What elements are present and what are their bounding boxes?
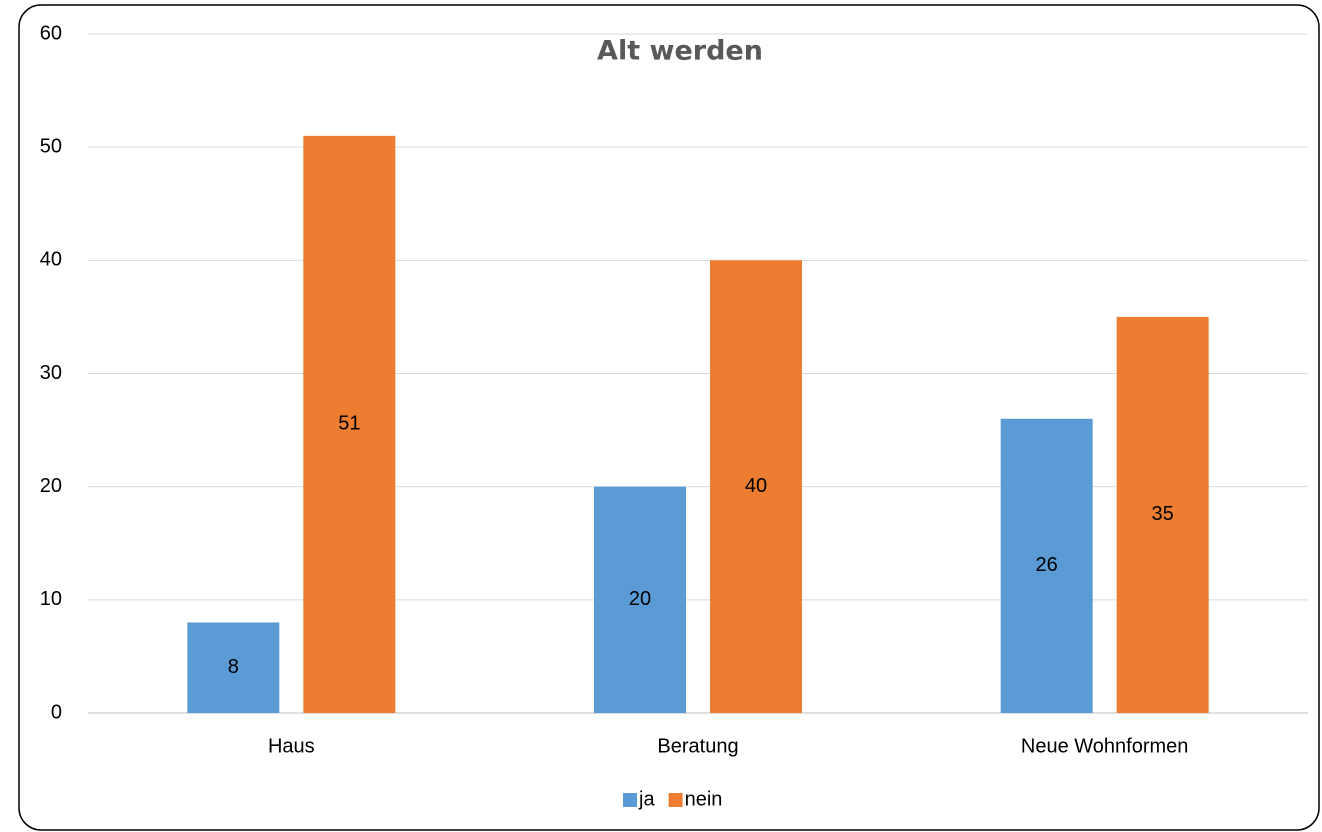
legend-swatch (668, 793, 683, 807)
data-label: 8 (228, 656, 239, 678)
data-label: 35 (1152, 503, 1174, 525)
x-tick-label: Haus (268, 735, 315, 757)
bar (303, 135, 396, 714)
y-tick-label: 40 (40, 249, 62, 271)
bar (1116, 316, 1209, 713)
data-label: 51 (338, 413, 360, 435)
data-label: 26 (1036, 554, 1058, 576)
bar (594, 486, 686, 713)
y-tick-label: 50 (40, 135, 62, 157)
x-tick-label: Beratung (657, 735, 738, 757)
legend-label: nein (685, 788, 723, 810)
y-tick-label: 10 (40, 588, 62, 610)
y-tick-label: 30 (40, 362, 62, 384)
bar (187, 622, 280, 713)
y-tick-label: 0 (51, 701, 62, 723)
legend-label: ja (638, 788, 655, 810)
y-tick-label: 20 (40, 475, 62, 497)
data-label: 40 (745, 475, 767, 497)
data-label: 20 (629, 588, 651, 610)
y-tick-label: 60 (40, 22, 62, 44)
legend-swatch (623, 793, 637, 807)
bar (710, 260, 802, 713)
chart-title: Alt werden (597, 36, 763, 67)
bar (1000, 418, 1093, 713)
x-tick-label: Neue Wohnformen (1021, 735, 1189, 757)
